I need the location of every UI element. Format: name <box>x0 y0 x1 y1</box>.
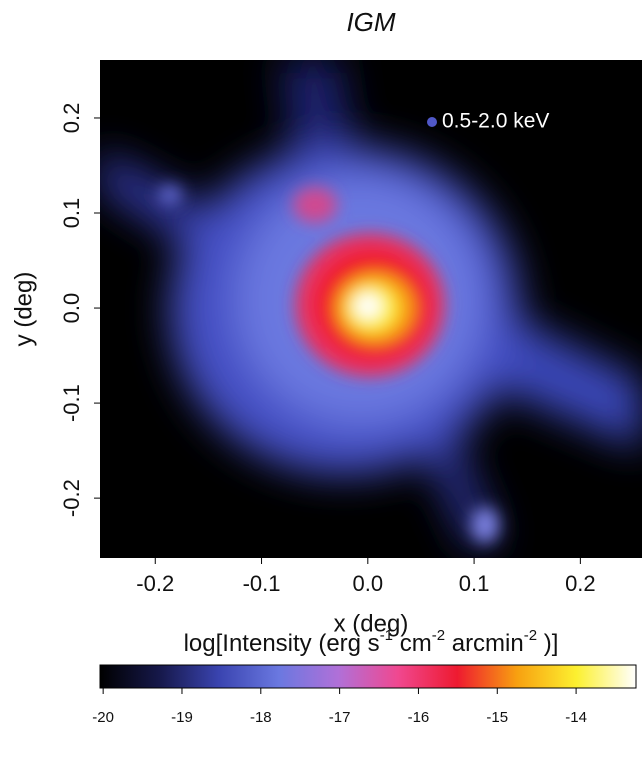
colorbar-tick-label: -17 <box>329 709 351 726</box>
colorbar-label-part: log[Intensity (erg s <box>184 630 380 657</box>
colorbar-tick-label: -20 <box>92 709 114 726</box>
x-tick-label: 0.2 <box>565 571 596 596</box>
colorbar-tick-label: -15 <box>486 709 508 726</box>
heatmap-image <box>100 60 642 558</box>
y-axis-label: y (deg) <box>10 272 37 347</box>
annotation: 0.5-2.0 keV <box>442 110 549 133</box>
y-tick-label: -0.1 <box>59 384 84 422</box>
x-tick-label: -0.2 <box>136 571 174 596</box>
colorbar-label-part: cm <box>393 630 432 657</box>
colorbar-label-part: )] <box>537 630 558 657</box>
x-axis-label: x (deg) <box>334 610 409 637</box>
x-tick-label: 0.0 <box>353 571 384 596</box>
chart-title: IGM <box>346 7 395 37</box>
colorbar-label-part: -1 <box>380 627 393 644</box>
colorbar <box>99 664 637 689</box>
y-tick-label: 0.1 <box>59 198 84 229</box>
colorbar-tick-label: -14 <box>565 709 587 726</box>
colorbar-label: log[Intensity (erg s-1 cm-2 arcmin-2 )] <box>184 627 559 657</box>
colorbar-tick-label: -18 <box>250 709 272 726</box>
y-tick-label: 0.0 <box>59 293 84 324</box>
colorbar-tick-label: -19 <box>171 709 193 726</box>
x-tick-label: 0.1 <box>459 571 490 596</box>
colorbar-label-part: arcmin <box>445 630 524 657</box>
y-tick-label: 0.2 <box>59 103 84 134</box>
colorbar-label-part: -2 <box>524 627 537 644</box>
x-tick-label: -0.1 <box>243 571 281 596</box>
y-tick-label: -0.2 <box>59 479 84 517</box>
colorbar-tick-label: -16 <box>408 709 430 726</box>
colorbar-label-part: -2 <box>432 627 445 644</box>
